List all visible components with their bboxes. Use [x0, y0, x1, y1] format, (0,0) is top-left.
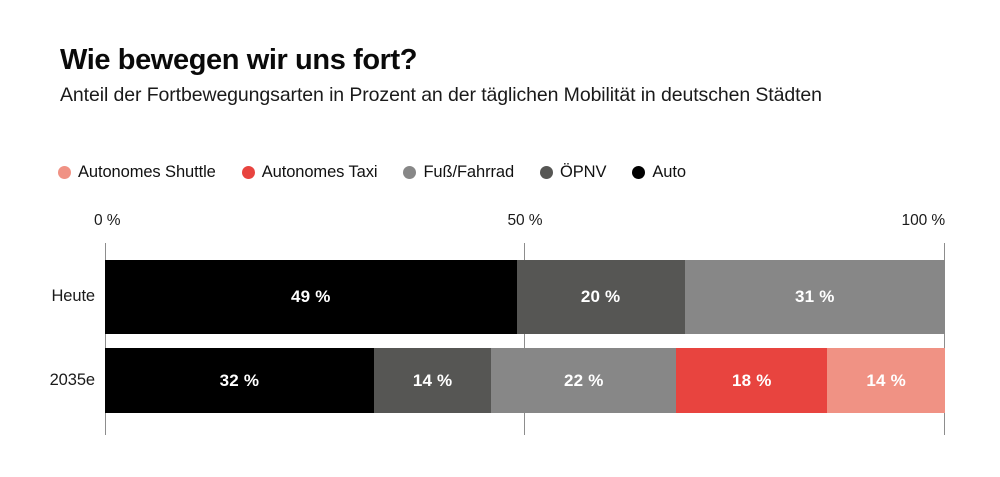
bar-segment[interactable]: 18 %	[676, 348, 828, 413]
axis-tick-label: 50 %	[507, 212, 543, 229]
bar-segment[interactable]: 31 %	[684, 260, 945, 334]
axis-tick-label: 100 %	[901, 212, 946, 229]
legend-dot-icon	[632, 166, 646, 179]
bar-segment-value-label: 18 %	[732, 370, 772, 390]
legend-item-label: Autonomes Taxi	[261, 163, 378, 181]
category-label: Heute	[51, 287, 95, 305]
legend-item-label: Autonomes Shuttle	[78, 163, 216, 181]
axis-tick-label: 0 %	[94, 212, 121, 229]
legend-item-label: Auto	[652, 163, 686, 181]
chart-legend: Autonomes Shuttle Autonomes Taxi Fuß/Fahrr…	[58, 163, 712, 182]
legend-item-label: Fuß/Fahrrad	[423, 163, 515, 181]
legend-item[interactable]: ÖPNV	[540, 163, 607, 182]
bar-segment[interactable]: 49 %	[105, 260, 517, 334]
gridline-0	[105, 243, 107, 435]
bar-segment-value-label: 20 %	[580, 287, 621, 306]
bar-segment[interactable]: 20 %	[516, 260, 685, 334]
chart-header: Wie bewegen wir uns fort? Anteil der For…	[60, 44, 940, 109]
bar-segment-value-label: 22 %	[564, 370, 604, 390]
page-title: Wie bewegen wir uns fort?	[60, 44, 418, 76]
bar-segment-value-label: 14 %	[412, 370, 453, 390]
bar-segment-value-label: 32 %	[219, 370, 260, 390]
stacked-bars: 49 % 20 % 31 % 32 % 14 % 22 % 18 % 14 %	[105, 243, 945, 435]
category-label: 2035e	[49, 371, 95, 389]
legend-item[interactable]: Fuß/Fahrrad	[403, 163, 514, 182]
value-axis-labels: 0 % 50 % 100 %	[94, 212, 946, 234]
legend-item[interactable]: Autonomes Shuttle	[58, 163, 216, 182]
legend-dot-icon	[403, 166, 417, 179]
legend-dot-icon	[58, 166, 71, 179]
legend-item[interactable]: Auto	[632, 163, 686, 182]
gridline-50	[524, 243, 526, 435]
chart-subtitle: Anteil der Fortbewegungsarten in Prozent…	[60, 84, 822, 107]
legend-item-label: ÖPNV	[560, 163, 607, 181]
legend-dot-icon	[241, 166, 255, 179]
bar-row: 32 % 14 % 22 % 18 % 14 %	[105, 348, 945, 413]
category-axis-labels: Heute 2035e	[0, 243, 95, 435]
legend-dot-icon	[540, 166, 554, 179]
bar-segment[interactable]: 32 %	[105, 348, 374, 413]
bar-segment[interactable]: 14 %	[373, 348, 492, 413]
bar-segment-value-label: 31 %	[795, 287, 835, 306]
bar-segment-value-label: 14 %	[866, 370, 906, 390]
bar-segment[interactable]: 14 %	[827, 348, 945, 413]
plot-area: 0 % 50 % 100 % 49 % 20 % 31 % 32 % 14 % 22 % 18 …	[94, 212, 946, 435]
bar-row: 49 % 20 % 31 %	[105, 260, 945, 334]
bar-segment[interactable]: 22 %	[491, 348, 677, 413]
legend-item[interactable]: Autonomes Taxi	[241, 163, 378, 182]
bar-segment-value-label: 49 %	[291, 287, 331, 306]
gridline-100	[944, 243, 946, 435]
